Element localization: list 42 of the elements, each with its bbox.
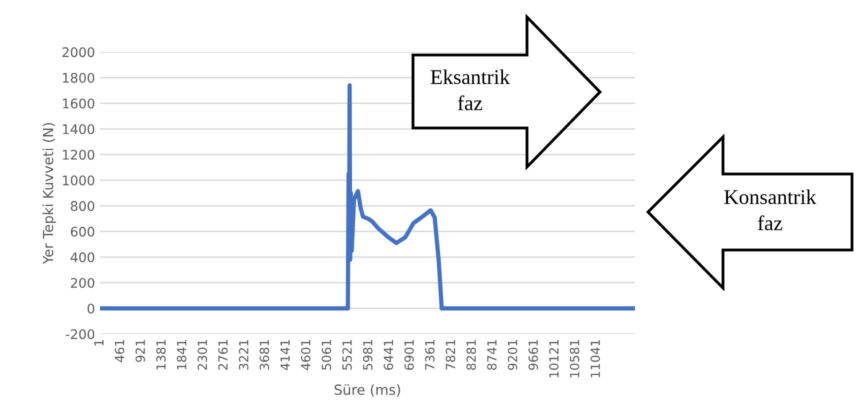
y-tick-label: -200 (66, 329, 94, 340)
y-tick-label: 1000 (63, 175, 94, 186)
x-tick-label: 9661 (528, 340, 538, 370)
x-tick-label: 921 (136, 340, 145, 362)
y-tick-label: 2000 (62, 47, 94, 58)
x-tick-label: 10121 (549, 340, 559, 378)
annotation: Eksantrik faz (430, 69, 510, 110)
x-tick-label: 7361 (425, 340, 435, 370)
x-tick-label: 6441 (384, 340, 394, 370)
x-tick-label: 11041 (590, 340, 600, 378)
x-tick-label: 9201 (508, 340, 518, 370)
x-tick-label: 1381 (156, 340, 166, 370)
text: Konsantrik faz (724, 189, 816, 230)
y-tick-label: 1800 (63, 72, 94, 83)
x-tick-label: 1 (94, 340, 104, 346)
x-tick-label: 1841 (176, 340, 186, 370)
y-axis-title: Yer Tepki Kuvveti (N) (42, 123, 56, 264)
x-tick-label: 5061 (322, 340, 332, 370)
x-tick-label: 6901 (404, 340, 414, 370)
x-tick-label: 7821 (446, 340, 456, 370)
x-tick-label: 2301 (198, 340, 208, 370)
y-tick-label: 1200 (63, 150, 94, 160)
x-tick-label: 2761 (218, 340, 228, 370)
y-tick-label: 0 (88, 304, 94, 314)
x-tick-label: 3221 (238, 340, 248, 370)
x-tick-label: 461 (114, 340, 124, 362)
y-tick-label: 1400 (63, 124, 94, 134)
y-tick-label: 1600 (63, 98, 94, 108)
x-tick-label: 8281 (466, 340, 476, 370)
x-tick-label: 3681 (260, 340, 270, 370)
y-tick-label: 800 (70, 201, 94, 212)
line-series (100, 83, 635, 310)
y-tick-label: 600 (70, 226, 94, 237)
x-tick-label: 10581 (570, 340, 580, 378)
x-axis-title: Süre (ms) (334, 384, 400, 397)
x-tick-label: 5521 (342, 340, 352, 370)
y-tick-label: 400 (70, 252, 94, 262)
x-tick-label: 4141 (280, 340, 290, 370)
x-tick-label: 5981 (363, 340, 372, 370)
x-tick-label: 4601 (300, 340, 310, 370)
x-tick-label: 8741 (487, 340, 497, 370)
y-tick-label: 200 (70, 278, 94, 288)
